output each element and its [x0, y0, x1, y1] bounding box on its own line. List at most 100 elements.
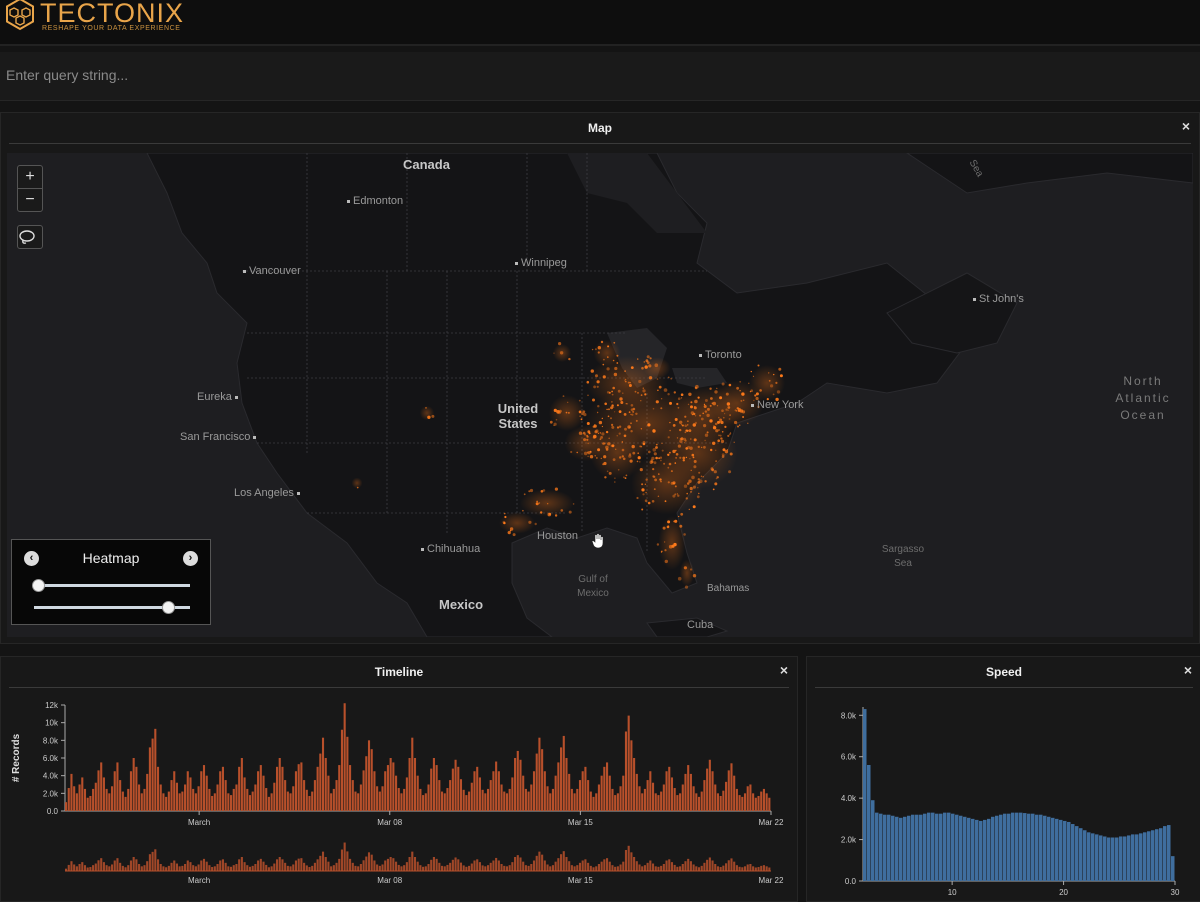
- overview-bar: [202, 858, 206, 871]
- timeline-bar: [189, 777, 192, 811]
- timeline-bar: [235, 784, 238, 811]
- overview-bar: [692, 864, 695, 871]
- chevron-right-icon[interactable]: ›: [183, 551, 198, 566]
- map-close-icon[interactable]: ×: [1181, 118, 1191, 134]
- map-canvas[interactable]: Canada Edmonton Vancouver Winnipeg St Jo…: [7, 153, 1193, 637]
- timeline-bar: [305, 789, 308, 811]
- overview-bar: [597, 864, 600, 871]
- label-bahamas: Bahamas: [707, 583, 750, 594]
- timeline-bar: [741, 796, 744, 811]
- overview-bar: [175, 863, 178, 871]
- timeline-bar: [727, 770, 730, 811]
- timeline-bar: [284, 780, 287, 811]
- speed-bar: [1123, 836, 1127, 881]
- timeline-bar: [300, 762, 303, 811]
- overview-bar: [305, 865, 308, 871]
- overview-bar: [562, 851, 565, 871]
- timeline-bar: [619, 786, 622, 811]
- overview-bar: [422, 866, 425, 871]
- timeline-bar: [503, 791, 506, 811]
- speed-ytick-label: 4.0k: [841, 794, 857, 803]
- speed-close-icon[interactable]: ×: [1183, 662, 1193, 678]
- timeline-bar: [735, 788, 738, 811]
- overview-bar: [184, 864, 187, 871]
- speed-ytick-label: 6.0k: [841, 753, 857, 762]
- overview-bar: [568, 861, 571, 871]
- overview-bar: [416, 861, 419, 871]
- overview-bar: [197, 864, 200, 871]
- timeline-bar: [181, 791, 184, 811]
- overview-bar: [243, 862, 246, 871]
- timeline-bar: [603, 766, 606, 811]
- overview-bar: [211, 867, 214, 871]
- timeline-bar: [443, 793, 446, 811]
- timeline-bar: [684, 773, 687, 811]
- lasso-button[interactable]: [17, 225, 43, 249]
- overview-bar: [192, 865, 195, 871]
- timeline-chart[interactable]: # Records 0.0 2.0k 4.0k 6.0k 8.0k 10k 12k March M…: [1, 691, 795, 899]
- timeline-bar: [546, 786, 549, 811]
- overview-bar: [443, 866, 446, 871]
- timeline-bar: [508, 788, 511, 811]
- timeline-bar: [162, 793, 165, 811]
- overview-bar: [730, 858, 733, 871]
- overview-bar: [116, 858, 119, 871]
- timeline-bar: [519, 759, 522, 811]
- overview-bar: [238, 859, 241, 871]
- timeline-close-icon[interactable]: ×: [779, 662, 789, 678]
- speed-bar: [1103, 836, 1107, 881]
- timeline-bar: [635, 773, 638, 811]
- overview-bar: [435, 858, 438, 871]
- timeline-bar: [319, 753, 322, 811]
- timeline-bar: [286, 791, 289, 811]
- overview-bar: [108, 866, 111, 871]
- timeline-bar: [105, 788, 108, 811]
- speed-bar: [1035, 814, 1039, 881]
- overview-bar: [524, 865, 527, 871]
- timeline-bar: [532, 771, 536, 811]
- query-bar: [0, 52, 1200, 101]
- speed-chart[interactable]: 0.0 2.0k 4.0k 6.0k 8.0k 10 20 30: [807, 691, 1199, 899]
- timeline-bar: [743, 793, 747, 811]
- overview-bar: [205, 861, 208, 871]
- timeline-bar: [719, 795, 722, 811]
- zoom-out-button[interactable]: −: [18, 188, 42, 211]
- label-united-states: United States: [497, 401, 539, 431]
- timeline-bar: [257, 771, 260, 811]
- timeline-bar: [630, 740, 633, 811]
- speed-bar: [1059, 819, 1063, 881]
- overview-bar: [538, 851, 541, 871]
- timeline-bar: [151, 738, 154, 811]
- timeline-bar: [584, 766, 587, 811]
- timeline-bar: [97, 770, 100, 811]
- timeline-bar: [359, 784, 362, 811]
- timeline-bar: [470, 782, 473, 811]
- query-input[interactable]: [0, 52, 1200, 98]
- chevron-left-icon[interactable]: ‹: [24, 551, 39, 566]
- label-edmonton: Edmonton: [347, 195, 403, 207]
- heatmap-slider-2-knob[interactable]: [161, 601, 175, 614]
- speed-bar: [975, 819, 979, 881]
- timeline-bar: [465, 795, 468, 811]
- heatmap-slider-1-knob[interactable]: [32, 579, 46, 592]
- timeline-bar: [722, 790, 725, 811]
- overview-bar: [83, 865, 87, 871]
- overview-bar: [549, 866, 552, 871]
- heatmap-slider-1[interactable]: [32, 579, 190, 592]
- timeline-bar: [725, 781, 728, 811]
- zoom-in-button[interactable]: +: [25, 168, 35, 185]
- timeline-bar: [435, 765, 438, 811]
- heatmap-slider-2[interactable]: [34, 601, 190, 614]
- speed-bar: [995, 815, 999, 881]
- overview-bar: [208, 865, 211, 871]
- timeline-bar: [346, 736, 349, 811]
- timeline-bar: [289, 793, 292, 811]
- overview-bar: [67, 864, 70, 871]
- overview-bar: [148, 854, 151, 871]
- timeline-bar: [308, 795, 311, 811]
- overview-bar: [741, 867, 744, 871]
- speed-bar: [1011, 812, 1015, 881]
- overview-bar: [246, 865, 249, 871]
- timeline-bar: [711, 771, 714, 811]
- overview-bar: [162, 866, 165, 871]
